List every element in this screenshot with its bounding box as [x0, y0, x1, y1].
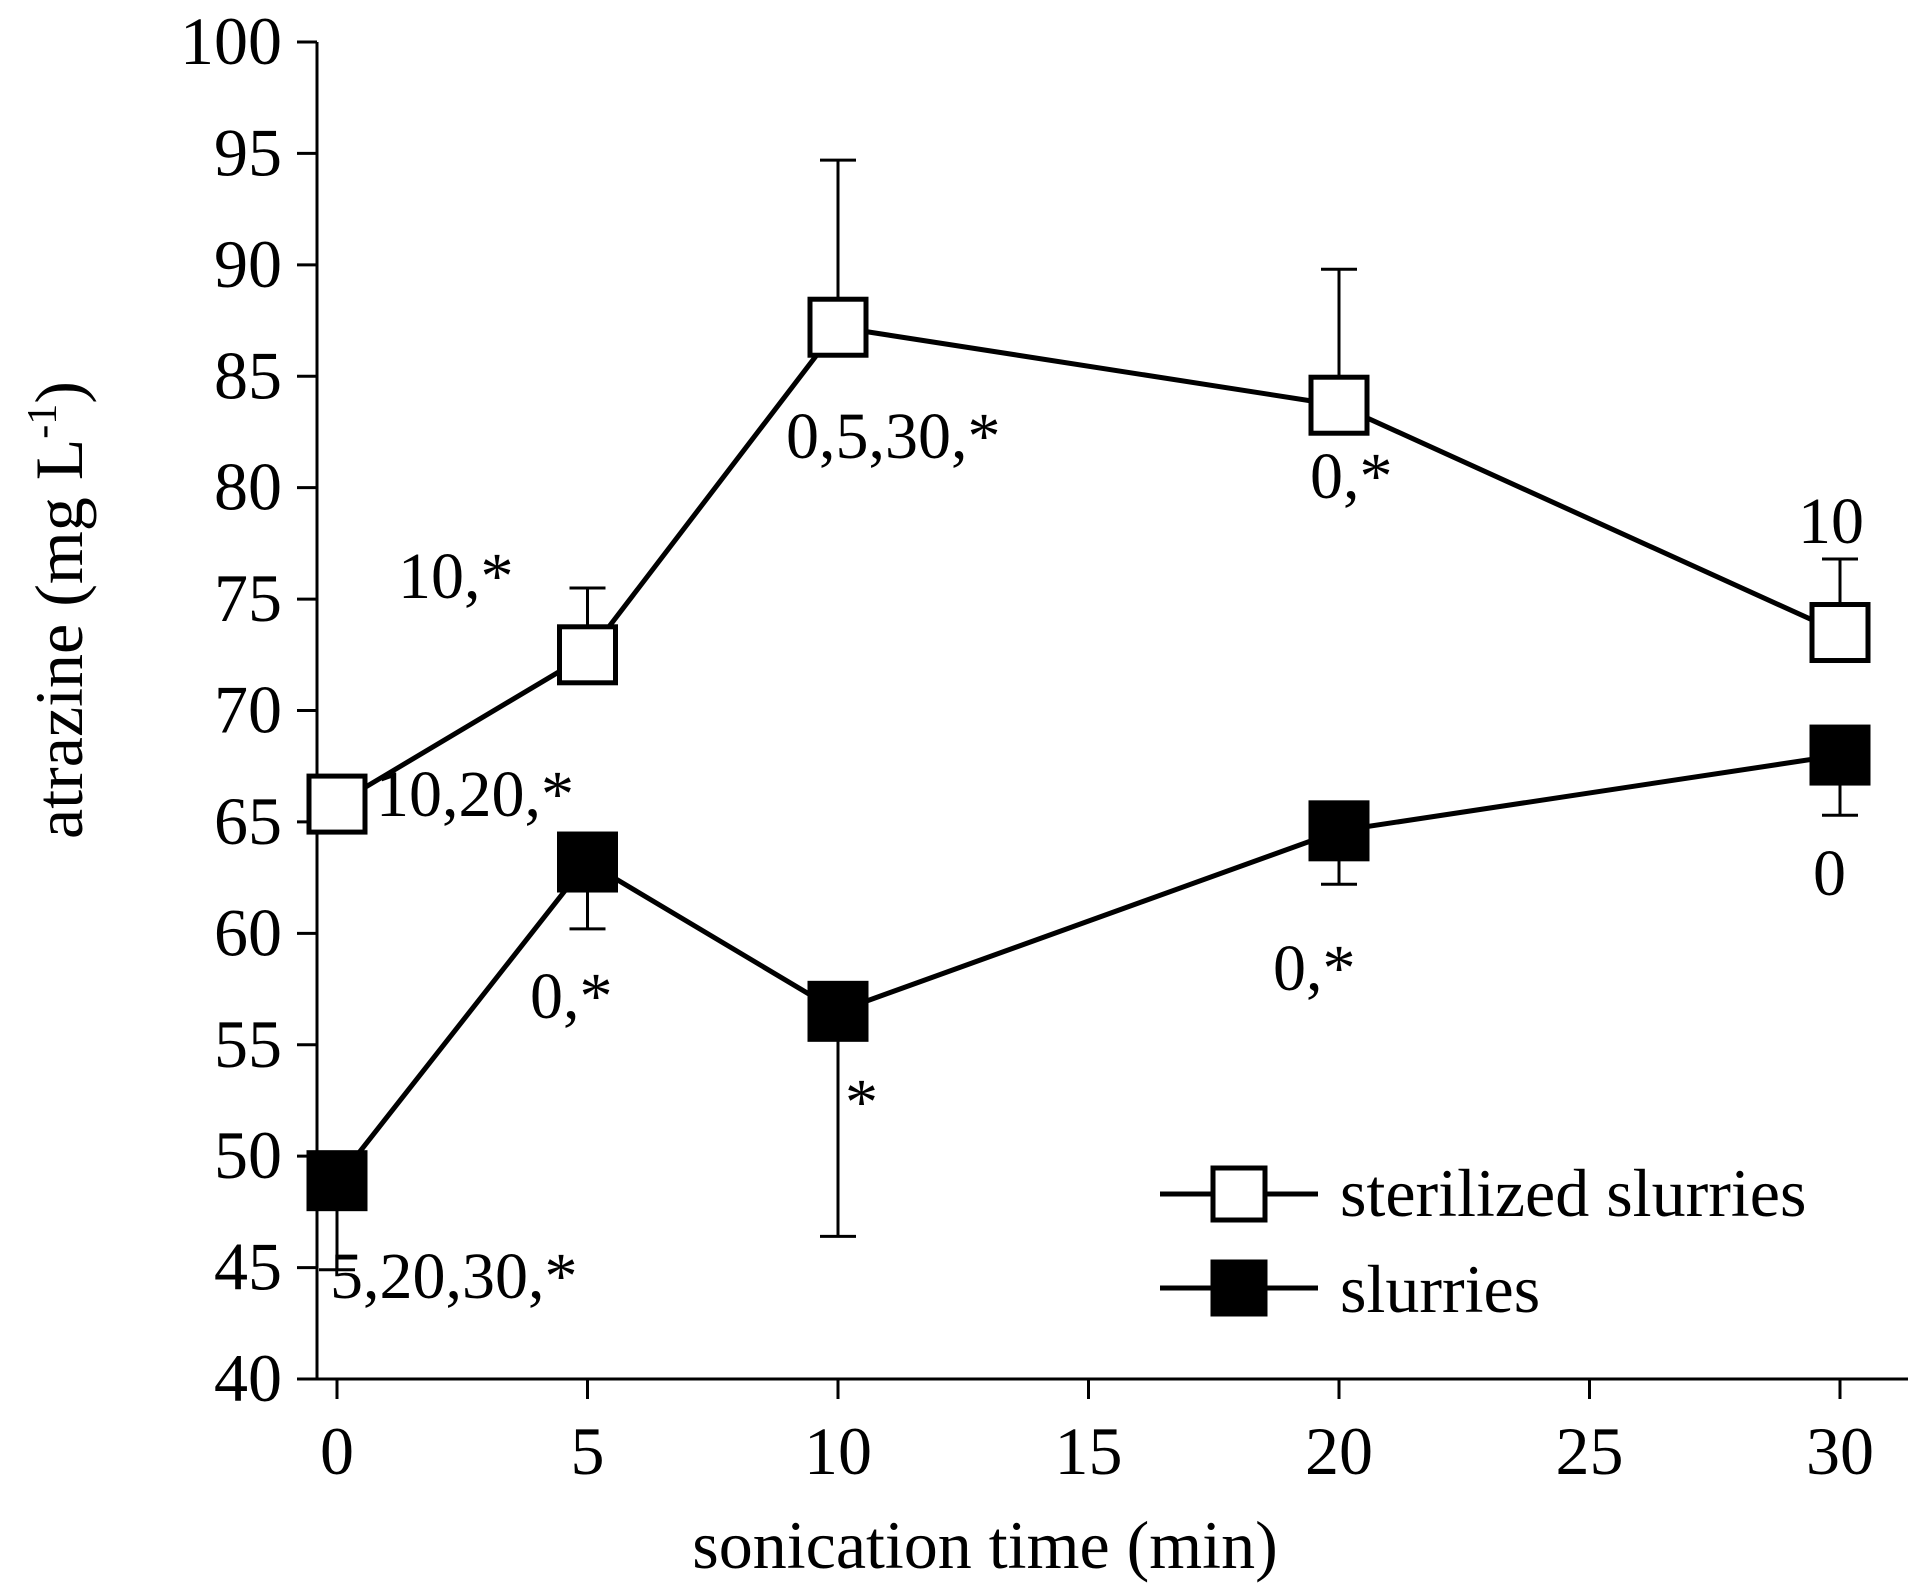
y-tick-label: 40: [214, 1340, 282, 1416]
y-ticks-group: 40 45 50 55 60 65 70 75 80 85 90 95 100: [180, 3, 317, 1416]
y-tick-label: 75: [214, 560, 282, 636]
annot-sterilized-20: 0,*: [1310, 440, 1393, 513]
marker-sterilized: [557, 624, 618, 686]
y-tick-label: 100: [180, 3, 282, 79]
annotations-group: 10,* 0,5,30,* 0,* 10 10,20,* 5,20,30,* 0…: [330, 400, 1864, 1313]
y-axis-title-sup: -1: [20, 404, 66, 439]
x-tick-label: 10: [804, 1413, 872, 1489]
x-tick-label: 30: [1806, 1413, 1874, 1489]
error-bars-group: [319, 158, 1858, 1272]
x-tick-label: 20: [1305, 1413, 1373, 1489]
annot-slurries-5: 0,*: [530, 960, 613, 1033]
marker-slurries: [807, 980, 869, 1042]
x-tick-label: 25: [1556, 1413, 1624, 1489]
y-axis-title-main: atrazine (mg L: [21, 439, 97, 839]
marker-sterilized: [1809, 602, 1871, 664]
x-ticks-group: 0 5 10 15 20 25 30: [320, 1379, 1874, 1489]
y-tick-label: 65: [214, 783, 282, 859]
y-tick-label: 60: [214, 894, 282, 970]
y-tick-label: 80: [214, 449, 282, 525]
markers-group: [306, 296, 1871, 1212]
legend-label-slurries: slurries: [1340, 1251, 1540, 1327]
series-lines-group: [335, 324, 1842, 1183]
marker-sterilized: [807, 296, 869, 358]
marker-slurries: [1308, 800, 1370, 862]
x-axis-title: sonication time (min): [692, 1507, 1277, 1583]
annot-sterilized-5: 10,*: [398, 540, 514, 613]
x-tick-label: 0: [320, 1413, 354, 1489]
annot-sterilized-30: 10: [1798, 485, 1864, 558]
annot-slurries-20: 0,*: [1273, 932, 1356, 1005]
y-axis-title: atrazine (mg L-1): [20, 381, 97, 839]
legend-label-sterilized: sterilized slurries: [1340, 1155, 1806, 1231]
annot-sterilized-10: 0,5,30,*: [786, 400, 1001, 473]
y-tick-label: 90: [214, 226, 282, 302]
marker-slurries: [306, 1150, 368, 1212]
marker-slurries: [557, 831, 618, 893]
y-tick-label: 85: [214, 337, 282, 413]
annot-extra-10-20: 10,20,*: [376, 758, 574, 831]
series-line-sterilized: [335, 324, 1842, 807]
x-tick-label: 15: [1055, 1413, 1123, 1489]
legend-marker-slurries: [1210, 1259, 1268, 1317]
y-axis-title-close: ): [21, 381, 97, 404]
y-tick-label: 70: [214, 672, 282, 748]
annot-slurries-10: *: [845, 1066, 878, 1139]
marker-sterilized: [1308, 374, 1370, 436]
y-tick-label: 45: [214, 1229, 282, 1305]
annot-slurries-0: 5,20,30,*: [330, 1240, 578, 1313]
legend: sterilized slurries slurries: [1160, 1155, 1806, 1327]
legend-marker-sterilized: [1210, 1165, 1268, 1223]
x-tick-label: 5: [571, 1413, 605, 1489]
y-tick-label: 55: [214, 1006, 282, 1082]
y-tick-label: 95: [214, 114, 282, 190]
annot-slurries-30: 0: [1813, 837, 1846, 910]
marker-sterilized: [306, 773, 368, 835]
marker-slurries: [1809, 724, 1871, 786]
y-tick-label: 50: [214, 1117, 282, 1193]
